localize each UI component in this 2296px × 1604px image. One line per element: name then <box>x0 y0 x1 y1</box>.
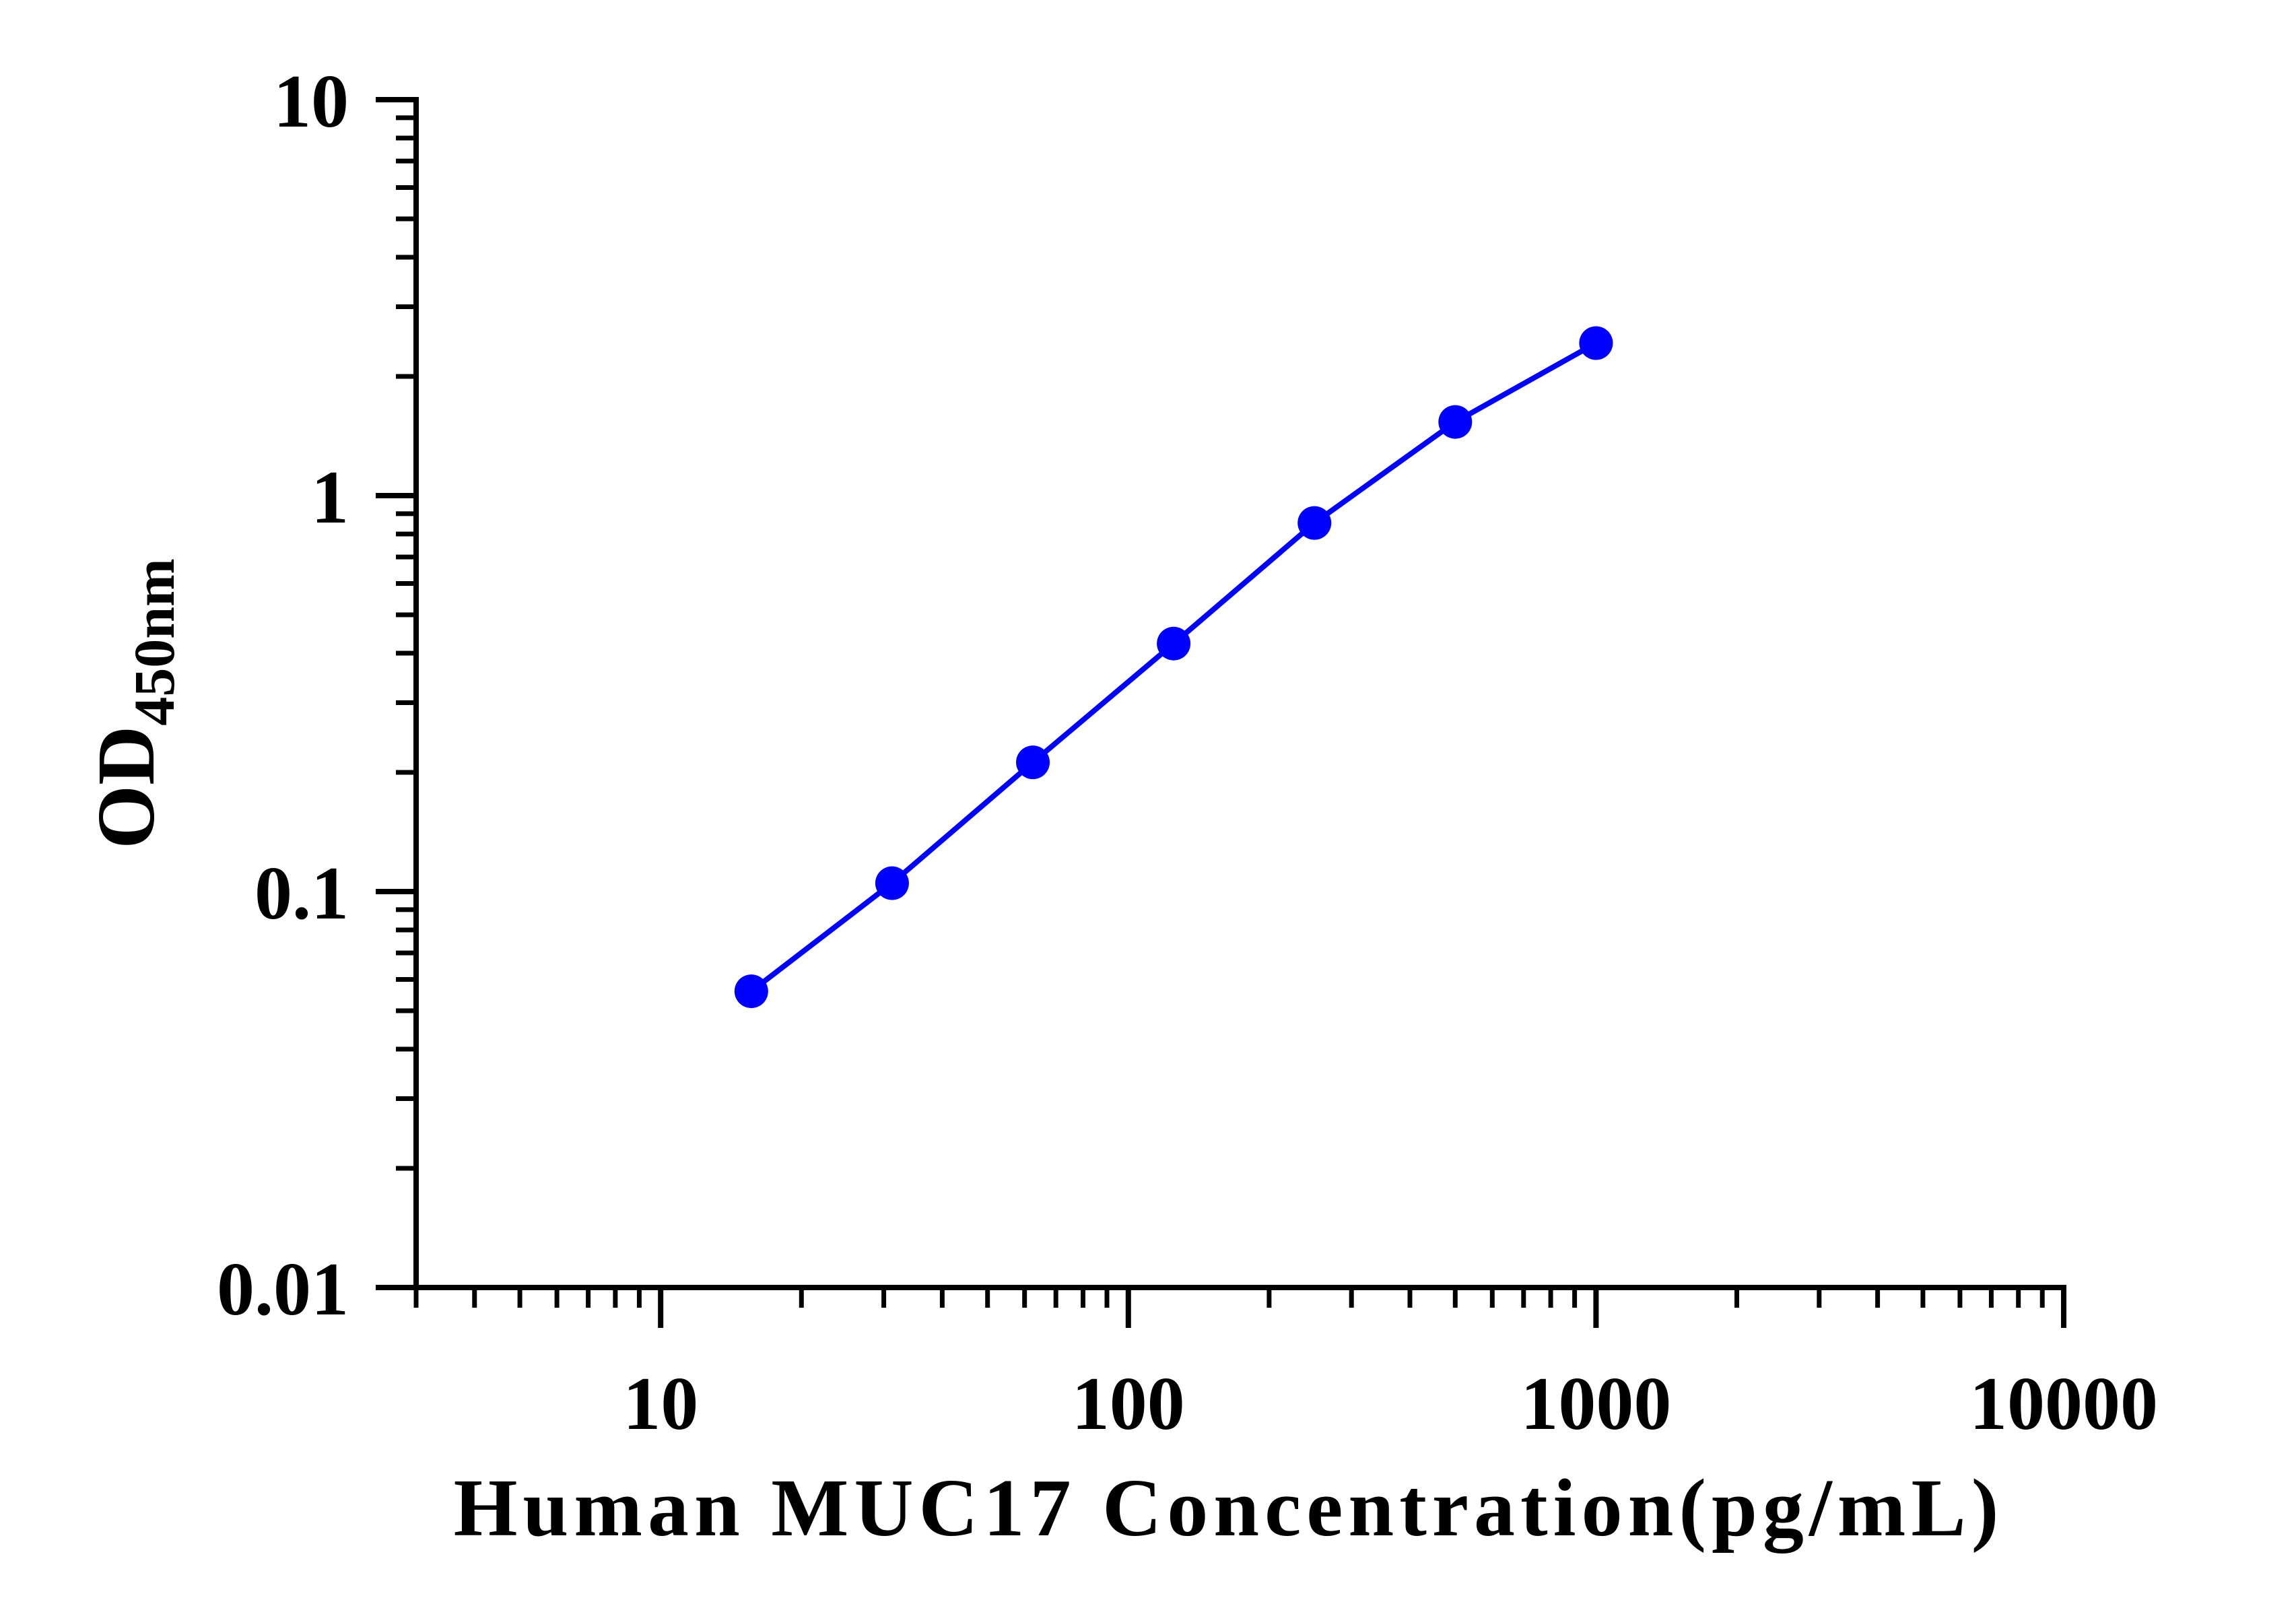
data-point <box>1157 626 1191 661</box>
series-layer <box>734 326 1613 1009</box>
data-point <box>875 866 909 900</box>
y-minor-ticks <box>396 115 416 1171</box>
x-tick-label: 1000 <box>1520 1362 1671 1446</box>
x-minor-ticks <box>413 1288 2045 1308</box>
y-tick-labels: 0.01 0.1 1 10 <box>217 60 349 1331</box>
y-tick-label: 1 <box>311 456 349 539</box>
y-tick-label: 10 <box>273 60 349 143</box>
data-point <box>1016 745 1050 780</box>
x-tick-label: 10 <box>623 1362 698 1446</box>
x-tick-labels: 10 100 1000 10000 <box>623 1362 2158 1446</box>
series-line <box>749 341 1598 994</box>
y-axis-title-main: OD <box>81 726 172 849</box>
x-tick-label: 100 <box>1072 1362 1185 1446</box>
x-major-ticks <box>658 1288 2066 1328</box>
y-axis-title-subscript: 450nm <box>122 558 187 725</box>
y-major-ticks <box>376 97 416 1290</box>
y-tick-label: 0.1 <box>255 852 349 935</box>
x-axis-title: Human MUC17 Concentration(pg/mL) <box>454 1463 2004 1553</box>
y-tick-label: 0.01 <box>217 1248 349 1331</box>
data-point <box>734 974 768 1009</box>
data-point <box>1438 405 1473 439</box>
data-point <box>1297 506 1332 540</box>
x-tick-label: 10000 <box>1969 1362 2158 1446</box>
y-axis-title: OD450nm <box>81 558 187 848</box>
data-point <box>1579 326 1613 360</box>
